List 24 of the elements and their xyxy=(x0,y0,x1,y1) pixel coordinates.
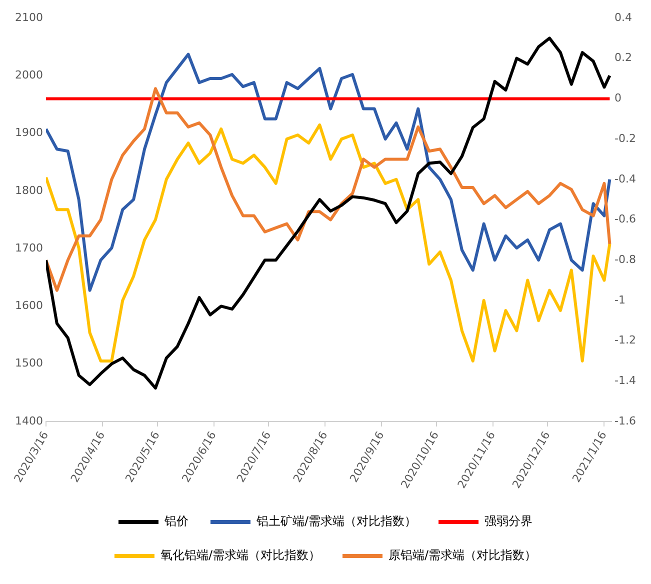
y2-tick-label: -0.2 xyxy=(614,132,636,145)
y-tick-label: 2000 xyxy=(14,68,43,82)
legend-label: 铝价 xyxy=(163,514,188,528)
y2-tick-label: -0.8 xyxy=(614,252,636,266)
y2-tick-label: 0 xyxy=(614,92,622,105)
y2-tick-label: -1.4 xyxy=(614,374,636,388)
y2-tick-label: 0.4 xyxy=(614,10,632,24)
legend-label: 铝土矿端/需求端（对比指数） xyxy=(255,514,417,528)
y-tick-label: 1500 xyxy=(14,356,43,370)
y-tick-label: 2100 xyxy=(14,10,43,24)
y2-tick-label: -1.6 xyxy=(614,414,636,428)
y2-tick-label: -0.6 xyxy=(614,212,636,226)
y2-tick-label: -0.4 xyxy=(614,172,636,186)
legend-label: 氧化铝端/需求端（对比指数） xyxy=(160,548,321,562)
y2-tick-label: -1 xyxy=(614,293,626,306)
y-tick-label: 1700 xyxy=(14,241,43,254)
y-tick-label: 1400 xyxy=(14,414,43,428)
y-tick-label: 1800 xyxy=(14,184,43,197)
y2-tick-label: -1.2 xyxy=(614,334,636,347)
y-tick-label: 1900 xyxy=(14,126,43,140)
y2-tick-label: 0.2 xyxy=(614,51,632,64)
legend-label: 强弱分界 xyxy=(484,514,533,528)
y-tick-label: 1600 xyxy=(14,299,43,312)
legend-label: 原铝端/需求端（对比指数） xyxy=(388,548,537,562)
